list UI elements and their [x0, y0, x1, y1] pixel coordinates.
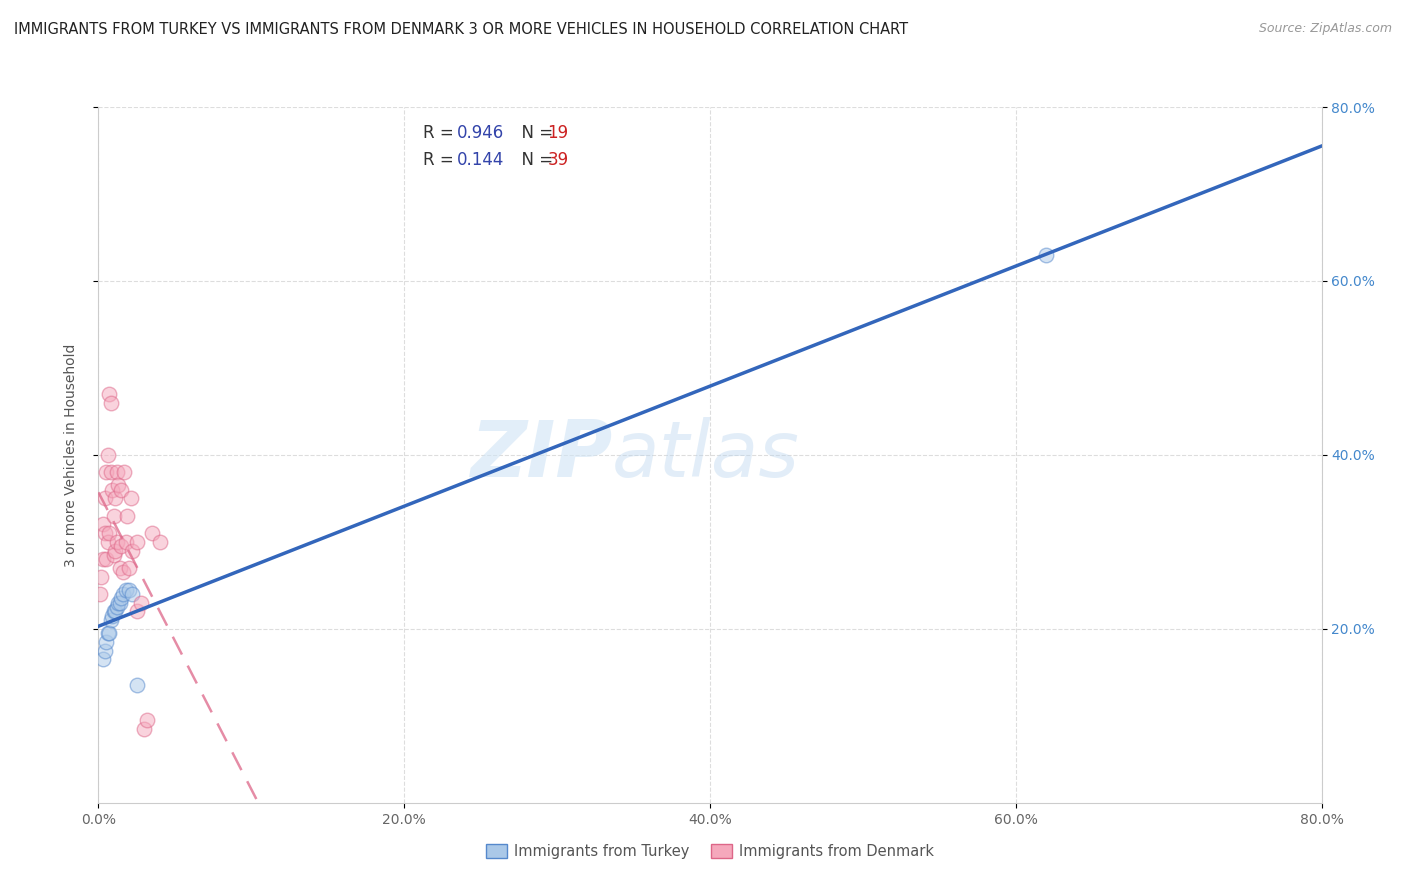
Text: R =: R = — [423, 151, 458, 169]
Point — [103, 508, 125, 523]
Text: 19: 19 — [547, 124, 568, 143]
Point — [1035, 248, 1057, 262]
Point — [94, 552, 117, 566]
Point — [136, 713, 159, 727]
Point — [149, 534, 172, 549]
Point — [115, 534, 138, 549]
Point — [129, 596, 152, 610]
Point — [89, 587, 111, 601]
Point — [97, 626, 120, 640]
Point — [98, 626, 121, 640]
Text: 0.946: 0.946 — [457, 124, 505, 143]
Point — [141, 526, 163, 541]
Point — [97, 448, 120, 462]
Point — [110, 483, 132, 497]
Y-axis label: 3 or more Vehicles in Household: 3 or more Vehicles in Household — [63, 343, 77, 566]
Point — [105, 600, 128, 615]
Point — [104, 543, 127, 558]
Point — [93, 491, 115, 506]
Point — [111, 587, 134, 601]
Point — [125, 678, 148, 692]
Point — [94, 635, 117, 649]
Point — [125, 534, 148, 549]
Text: N =: N = — [510, 124, 558, 143]
Point — [104, 605, 127, 619]
Text: Source: ZipAtlas.com: Source: ZipAtlas.com — [1258, 22, 1392, 36]
Point — [112, 466, 135, 480]
Point — [105, 534, 128, 549]
Point — [105, 466, 128, 480]
Point — [125, 605, 148, 619]
Point — [104, 491, 127, 506]
Text: ZIP: ZIP — [470, 417, 612, 493]
Text: atlas: atlas — [612, 417, 800, 493]
Text: N =: N = — [510, 151, 558, 169]
Point — [110, 539, 132, 553]
Point — [98, 387, 121, 401]
Text: R =: R = — [423, 124, 458, 143]
Point — [90, 570, 112, 584]
Point — [91, 517, 114, 532]
Point — [100, 613, 122, 627]
Point — [101, 483, 124, 497]
Point — [100, 466, 122, 480]
Point — [91, 552, 114, 566]
Point — [93, 643, 115, 657]
Point — [100, 396, 122, 410]
Point — [103, 548, 125, 562]
Point — [111, 566, 134, 580]
Point — [120, 491, 142, 506]
Text: 39: 39 — [547, 151, 568, 169]
Point — [93, 526, 115, 541]
Point — [108, 561, 131, 575]
Point — [107, 596, 129, 610]
Point — [134, 722, 156, 736]
Point — [107, 478, 129, 492]
Point — [94, 466, 117, 480]
Text: 0.144: 0.144 — [457, 151, 505, 169]
Point — [121, 543, 143, 558]
Point — [103, 605, 125, 619]
Point — [101, 608, 124, 623]
Legend: Immigrants from Turkey, Immigrants from Denmark: Immigrants from Turkey, Immigrants from … — [481, 838, 939, 865]
Point — [98, 526, 121, 541]
Point — [108, 596, 131, 610]
Point — [117, 508, 139, 523]
Point — [115, 582, 138, 597]
Point — [97, 534, 120, 549]
Point — [118, 561, 141, 575]
Point — [118, 582, 141, 597]
Text: IMMIGRANTS FROM TURKEY VS IMMIGRANTS FROM DENMARK 3 OR MORE VEHICLES IN HOUSEHOL: IMMIGRANTS FROM TURKEY VS IMMIGRANTS FRO… — [14, 22, 908, 37]
Point — [121, 587, 143, 601]
Point — [110, 591, 132, 606]
Point — [91, 652, 114, 666]
